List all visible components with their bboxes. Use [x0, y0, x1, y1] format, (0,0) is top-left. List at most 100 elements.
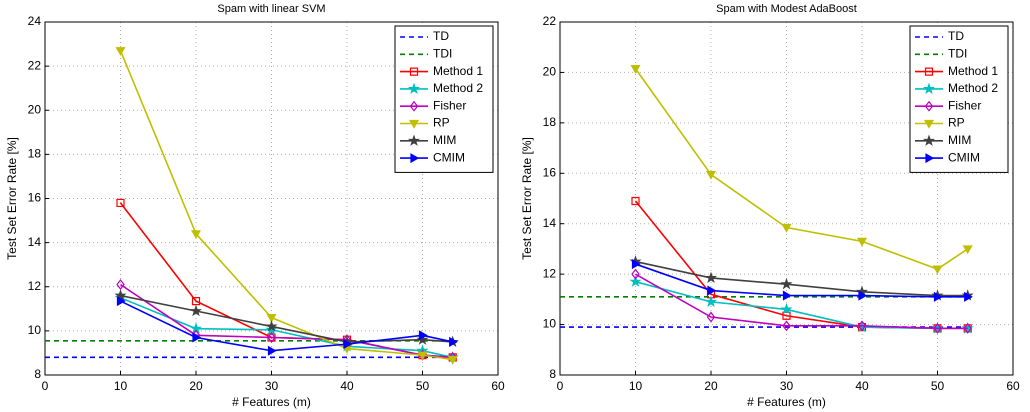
x-tick-label: 30	[780, 379, 794, 393]
series-line	[120, 294, 453, 343]
x-tick-label: 50	[931, 379, 945, 393]
y-tick-label: 20	[28, 102, 42, 116]
marker	[267, 345, 277, 356]
marker	[191, 296, 201, 306]
series-line	[120, 300, 453, 352]
legend-label: TDI	[433, 46, 452, 60]
chart-title: Spam with Modest AdaBoost	[716, 3, 857, 15]
marker	[192, 332, 202, 343]
marker	[922, 134, 936, 146]
legend-label: CMIM	[948, 150, 980, 164]
marker	[704, 295, 718, 307]
marker	[932, 265, 943, 275]
marker	[704, 271, 718, 284]
x-tick-label: 50	[416, 379, 430, 393]
marker	[924, 67, 934, 76]
y-tick-label: 20	[543, 65, 557, 79]
marker	[449, 336, 458, 347]
x-tick-label: 60	[1006, 379, 1020, 393]
legend-box	[394, 25, 494, 173]
marker	[116, 279, 125, 291]
marker	[922, 82, 936, 95]
legend: TD TDI Method 1 Method 2 Fisher RP MIM CMIM	[394, 25, 494, 173]
marker	[631, 268, 640, 280]
legend-label: RP	[948, 116, 965, 130]
marker	[410, 153, 420, 164]
legend-label: MIM	[433, 133, 456, 147]
marker	[631, 196, 640, 206]
marker	[964, 291, 973, 302]
y-tick-label: 16	[28, 191, 42, 205]
marker	[707, 285, 717, 296]
marker	[114, 289, 127, 301]
legend-label: TDI	[948, 46, 967, 60]
marker	[781, 223, 792, 233]
marker	[116, 198, 125, 208]
marker	[962, 245, 973, 255]
marker	[407, 82, 421, 95]
legend-label: Method 2	[433, 81, 483, 95]
marker	[924, 100, 934, 112]
y-tick-label: 10	[28, 323, 42, 337]
x-tick-label: 10	[629, 379, 643, 393]
y-tick-label: 14	[28, 235, 42, 249]
series-line	[120, 283, 453, 359]
marker	[782, 320, 791, 332]
marker	[925, 153, 935, 164]
marker	[923, 119, 935, 129]
marker	[447, 355, 458, 365]
series-line	[635, 260, 968, 297]
y-tick-label: 18	[543, 115, 557, 129]
marker	[782, 290, 792, 301]
marker	[780, 303, 793, 315]
legend-label: CMIM	[433, 150, 465, 164]
marker	[630, 65, 641, 74]
marker	[189, 304, 203, 317]
series-line	[635, 273, 968, 330]
x-tick-label: 30	[265, 379, 279, 393]
marker	[933, 322, 942, 334]
legend-box	[909, 25, 1009, 173]
y-tick-label: 22	[28, 58, 42, 72]
y-tick-label: 16	[543, 165, 557, 179]
y-tick-label: 8	[34, 367, 41, 381]
y-axis-label: Test Set Error Rate [%]	[5, 137, 19, 260]
legend-label: Method 2	[948, 81, 998, 95]
legend-label: TD	[948, 29, 964, 43]
y-tick-label: 12	[28, 279, 42, 293]
y-tick-label: 24	[28, 14, 42, 28]
marker	[115, 47, 126, 56]
legend: TD TDI Method 1 Method 2 Fisher RP MIM CMIM	[909, 25, 1009, 173]
y-tick-label: 8	[549, 367, 556, 381]
legend-label: RP	[433, 116, 450, 130]
marker	[706, 311, 716, 323]
series-line	[635, 280, 968, 330]
y-tick-label: 10	[543, 317, 557, 331]
y-tick-label: 14	[543, 216, 557, 230]
marker	[857, 320, 867, 332]
marker	[780, 277, 793, 290]
y-axis-label: Test Set Error Rate [%]	[520, 137, 534, 260]
x-tick-label: 20	[704, 379, 718, 393]
marker	[408, 119, 420, 129]
legend-label: Method 1	[948, 64, 998, 78]
x-axis-label: # Features (m)	[747, 395, 826, 409]
series-line	[120, 297, 453, 359]
x-tick-label: 40	[340, 379, 354, 393]
marker	[705, 170, 717, 180]
marker	[265, 320, 278, 332]
y-tick-label: 18	[28, 147, 42, 161]
y-tick-label: 22	[543, 14, 557, 28]
series-line	[634, 68, 969, 270]
x-tick-label: 0	[42, 379, 49, 393]
x-tick-label: 10	[114, 379, 128, 393]
chart-title: Spam with linear SVM	[217, 3, 325, 15]
legend-label: Fisher	[948, 98, 981, 112]
marker	[266, 314, 277, 323]
marker	[963, 322, 972, 334]
legend-label: TD	[433, 29, 449, 43]
marker	[116, 296, 126, 307]
marker	[933, 291, 943, 302]
legend-label: MIM	[948, 133, 971, 147]
series-line	[119, 50, 453, 361]
